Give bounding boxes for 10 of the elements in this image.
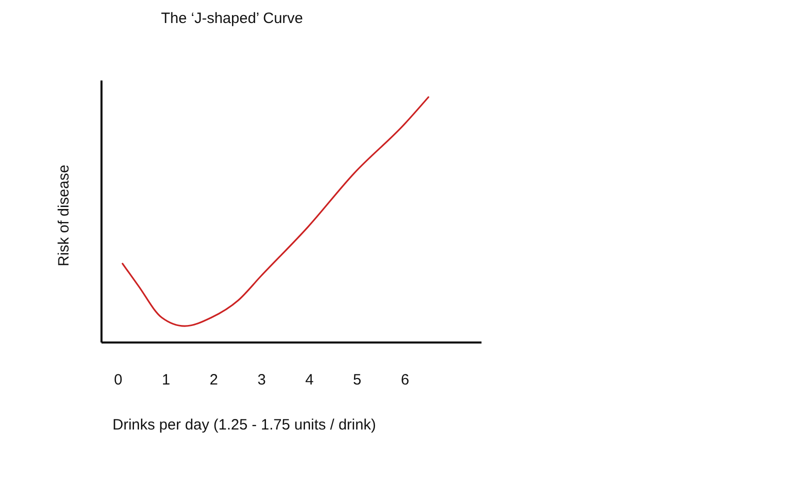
x-tick-label: 2: [210, 372, 218, 388]
x-tick-label: 0: [114, 372, 122, 388]
y-axis-title: Risk of disease: [56, 164, 72, 266]
x-tick-label: 4: [305, 372, 314, 388]
chart-title: The ‘J-shaped’ Curve: [161, 10, 304, 27]
x-axis-title: Drinks per day (1.25 - 1.75 units / drink): [112, 416, 376, 434]
x-tick-label: 6: [400, 372, 410, 388]
x-tick-label: 5: [353, 372, 362, 388]
x-tick-label: 1: [162, 372, 170, 388]
x-tick-label: 3: [257, 372, 266, 388]
